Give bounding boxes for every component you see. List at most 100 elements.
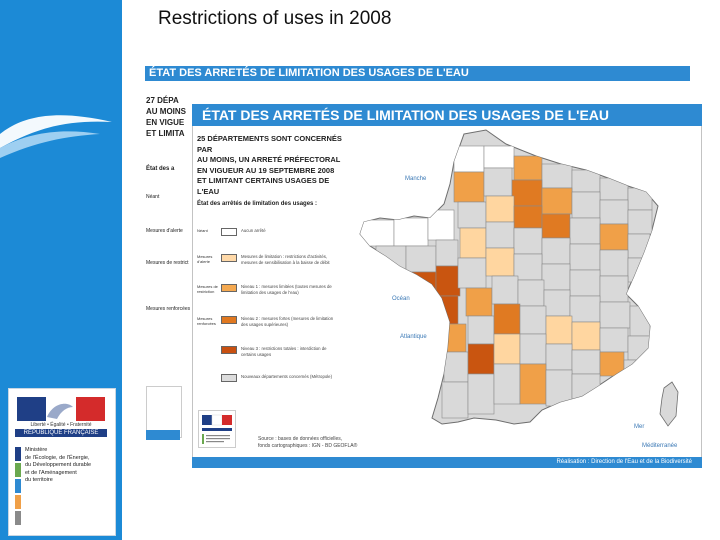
legend-desc: Niveau 3 : restrictions totales : interd… <box>241 346 327 357</box>
department-cell <box>599 327 629 353</box>
legend-swatch <box>221 228 237 236</box>
legend-label: Néant <box>197 228 208 233</box>
back-map-header: ÉTAT DES ARRETÉS DE LIMITATION DES USAGE… <box>145 66 690 81</box>
back-ministry-logo-icon <box>146 386 182 438</box>
sea-label-mediterranee: Méditerranée <box>642 443 678 449</box>
corsica-shape <box>659 381 679 427</box>
department-cell <box>623 359 647 383</box>
department-cell <box>493 363 521 405</box>
intro-line: AU MOINS, UN ARRETÉ PRÉFECTORAL <box>197 155 341 164</box>
ministry-line: Ministère <box>25 447 48 453</box>
legend-label: Mesures renforcées <box>197 316 216 326</box>
department-cell <box>571 321 601 351</box>
ministry-small-logo-icon <box>198 410 236 448</box>
department-cell <box>545 315 573 345</box>
ministry-text: Ministère de l'Écologie, de l'Énergie, d… <box>25 447 109 485</box>
department-cell <box>629 305 651 337</box>
department-cell <box>427 209 455 241</box>
legend-desc: Aucun arrêté <box>241 228 266 233</box>
department-cell <box>599 223 629 251</box>
ministry-logo-box: Liberté • Égalité • Fraternité RÉPUBLIQU… <box>8 388 116 536</box>
intro-line: ET LIMITANT CERTAINS USAGES DE L'EAU <box>197 176 330 196</box>
department-cell <box>485 221 515 249</box>
department-cell <box>569 243 601 271</box>
legend-label: Mesures d'alerte <box>197 254 213 264</box>
department-cell <box>511 179 543 207</box>
department-cell <box>467 343 495 375</box>
department-cell <box>599 351 625 377</box>
legend-swatch <box>221 254 237 262</box>
front-map-intro: 25 DÉPARTEMENTS SONT CONCERNÉS PAR AU MO… <box>197 134 347 197</box>
legend-title: État des arrêtés de limitation des usage… <box>197 201 318 207</box>
map-source: Source : bases de données officielles, f… <box>258 436 368 449</box>
department-cell <box>453 171 485 203</box>
department-cell <box>543 289 571 317</box>
legend-desc: Niveau 1 : mesures limitées (toutes mesu… <box>241 284 332 295</box>
department-cell <box>405 245 437 273</box>
republique-name: RÉPUBLIQUE FRANÇAISE <box>15 429 107 437</box>
source-line: fonds cartographiques : IGN - BD GEOFLA® <box>258 442 358 449</box>
sea-label-mer: Mer <box>634 424 645 430</box>
department-cell <box>375 245 407 271</box>
department-cell <box>519 333 547 365</box>
left-sidebar: Liberté • Égalité • Fraternité RÉPUBLIQU… <box>0 0 122 540</box>
back-legend-item: Néant <box>146 194 160 200</box>
legend-desc: Mesures de limitation : restrictions d'a… <box>241 254 330 265</box>
department-cell <box>441 323 467 353</box>
ministry-stripes-icon <box>15 447 21 525</box>
department-cell <box>541 263 571 291</box>
back-intro-line: EN VIGUE <box>146 118 185 127</box>
legend-desc: Niveau 2 : mesures fortes (mesures de li… <box>241 316 334 327</box>
back-intro-line: AU MOINS <box>146 107 186 116</box>
department-cell <box>627 335 651 361</box>
department-cell <box>407 271 437 301</box>
department-cell <box>513 155 543 181</box>
back-legend-item: Mesures renforcées <box>146 306 191 312</box>
legend-swatch <box>221 284 237 292</box>
department-cell <box>599 177 629 201</box>
marianne-logo-icon <box>17 397 105 421</box>
department-cell <box>491 275 519 305</box>
department-cell <box>571 349 601 375</box>
department-cell <box>453 145 485 173</box>
front-map-header: ÉTAT DES ARRETÉS DE LIMITATION DES USAGE… <box>192 104 702 126</box>
department-cell <box>519 305 547 335</box>
department-cell <box>541 163 573 189</box>
sea-label-ocean: Océan <box>392 296 410 302</box>
back-legend-title: État des a <box>146 166 175 172</box>
department-cell <box>627 187 653 211</box>
department-cell <box>569 269 601 297</box>
department-cell <box>467 315 495 345</box>
department-cell <box>493 303 521 335</box>
legend-swatch <box>221 346 237 354</box>
intro-line: EN VIGUEUR AU 19 SEPTEMBRE 2008 <box>197 165 335 175</box>
map-footer: Réalisation : Direction de l'Eau et de l… <box>192 457 702 468</box>
department-cell <box>599 249 629 277</box>
department-cell <box>517 279 545 307</box>
france-departments-map <box>359 129 679 427</box>
department-cell <box>431 295 459 325</box>
department-cell <box>360 219 395 247</box>
legend-swatch <box>221 374 237 382</box>
department-cell <box>393 217 429 247</box>
department-cell <box>627 257 651 283</box>
department-cell <box>513 205 543 229</box>
department-cell <box>513 227 543 255</box>
department-cell <box>435 239 459 267</box>
department-cell <box>467 373 495 415</box>
back-map-legend: État des a Néant Mesures d'alerte Mesure… <box>146 166 192 312</box>
department-cell <box>483 167 513 197</box>
ministry-line: de l'Écologie, de l'Énergie, <box>25 454 90 461</box>
department-cell <box>483 145 515 169</box>
sea-label-manche: Manche <box>405 176 427 182</box>
department-cell <box>493 333 521 365</box>
department-cell <box>569 295 601 323</box>
department-cell <box>545 343 573 371</box>
department-cell <box>485 195 515 223</box>
department-cell <box>465 287 493 317</box>
wave-logo-icon <box>0 115 112 158</box>
ministry-line: du Développement durable <box>25 462 92 468</box>
slide-title: Restrictions of uses in 2008 <box>158 8 392 29</box>
department-cell <box>485 247 515 277</box>
ministry-line: du territoire <box>25 477 53 483</box>
